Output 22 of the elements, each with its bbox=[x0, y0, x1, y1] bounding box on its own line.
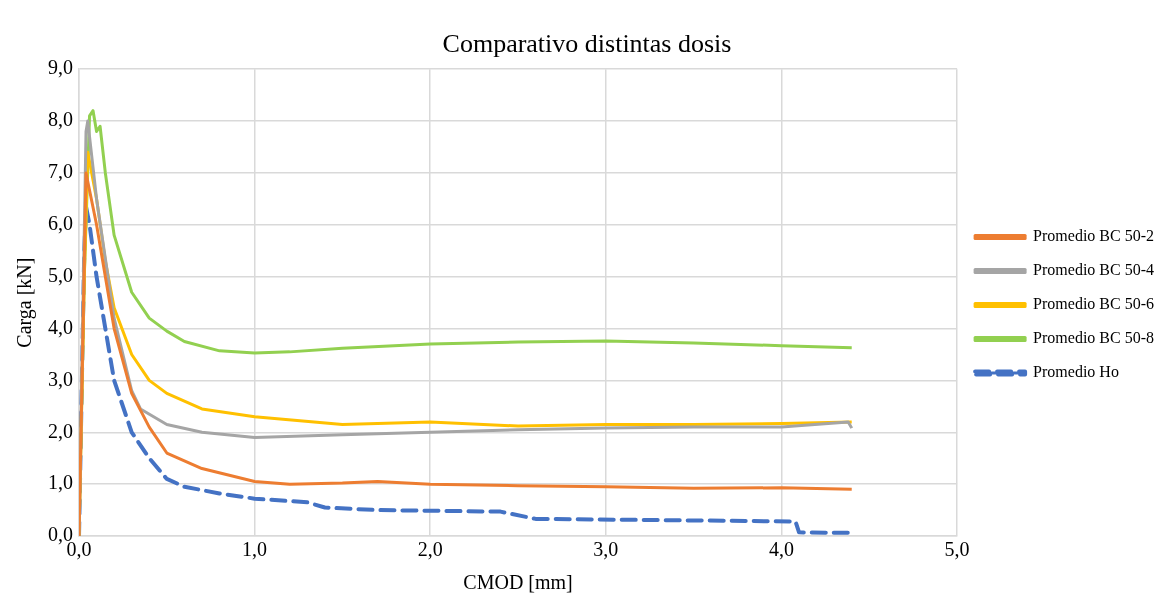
y-tick-label: 3,0 bbox=[48, 367, 73, 390]
y-tick-label: 2,0 bbox=[48, 419, 73, 442]
y-tick-label: 6,0 bbox=[48, 212, 73, 235]
legend-label: Promedio BC 50-8 bbox=[1033, 329, 1154, 347]
y-tick-label: 4,0 bbox=[48, 315, 73, 338]
legend-label: Promedio BC 50-6 bbox=[1033, 295, 1154, 313]
x-tick-label: 5,0 bbox=[944, 538, 970, 561]
x-tick-label: 2,0 bbox=[417, 538, 443, 561]
x-tick-label: 1,0 bbox=[242, 538, 268, 561]
legend-label: Promedio BC 50-4 bbox=[1033, 261, 1154, 279]
x-tick-label: 4,0 bbox=[768, 538, 794, 561]
y-tick-label: 8,0 bbox=[48, 108, 73, 131]
x-tick-label: 3,0 bbox=[593, 538, 619, 561]
y-tick-label: 7,0 bbox=[48, 160, 73, 183]
y-axis-title: Carga [kN] bbox=[13, 257, 37, 348]
chart-title: Comparativo distintas dosis bbox=[442, 29, 732, 59]
y-tick-label: 9,0 bbox=[48, 56, 73, 79]
x-axis-title: CMOD [mm] bbox=[463, 571, 573, 594]
legend-label: Promedio Ho bbox=[1033, 363, 1119, 381]
y-tick-label: 5,0 bbox=[48, 263, 73, 286]
y-tick-label: 1,0 bbox=[48, 471, 73, 494]
legend-label: Promedio BC 50-2 bbox=[1033, 227, 1154, 245]
